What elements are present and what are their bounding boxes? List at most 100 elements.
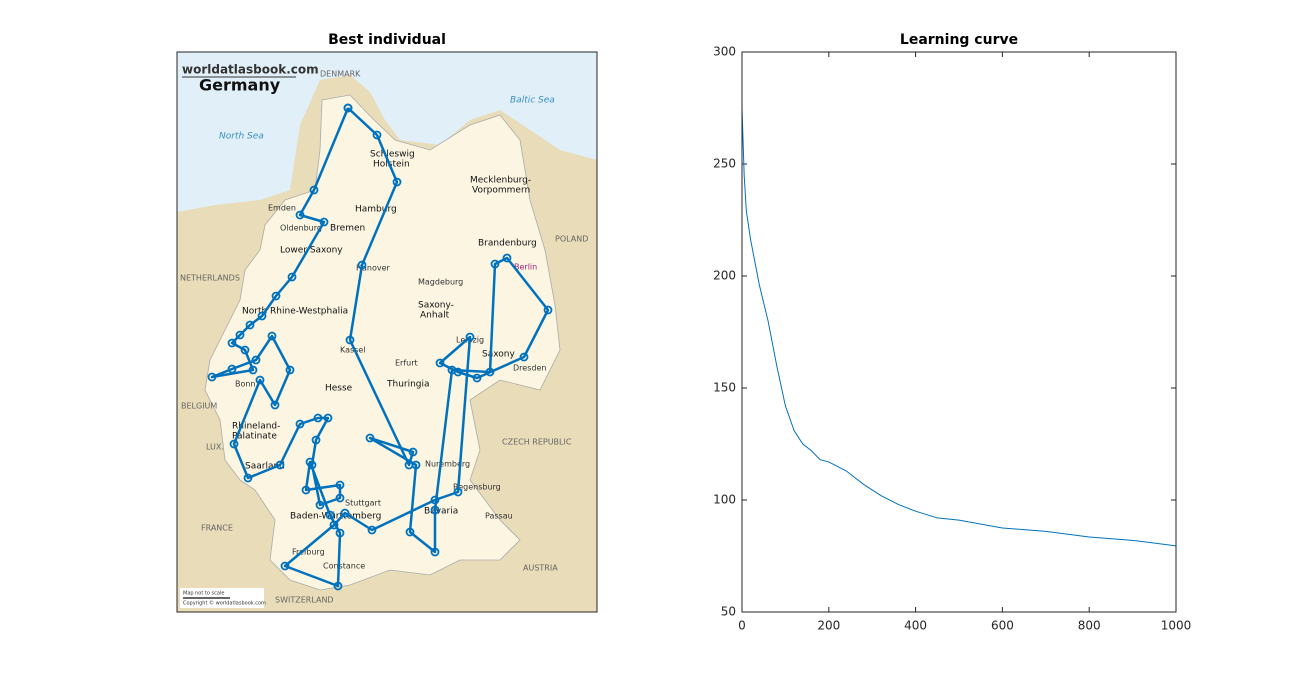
map-label: Germany	[199, 76, 281, 95]
map-label: worldatlasbook.com	[182, 63, 319, 77]
route-city	[367, 525, 377, 535]
route-city	[357, 260, 367, 270]
map-label: Holstein	[373, 160, 410, 170]
map-label: Stuttgart	[345, 499, 381, 508]
axes-background	[742, 52, 1176, 612]
route-city	[472, 373, 482, 383]
route-city	[270, 400, 280, 410]
map-label: Oldenburg	[280, 224, 322, 233]
route-city	[207, 372, 217, 382]
route-city	[309, 185, 319, 195]
route-city	[343, 103, 353, 113]
route-city	[323, 413, 333, 423]
route-city	[465, 332, 475, 342]
route-city	[502, 253, 512, 263]
route-city	[453, 487, 463, 497]
map-label: Palatinate	[232, 432, 277, 442]
route-city	[447, 365, 457, 375]
map-label: Mecklenburg-	[470, 176, 531, 186]
map-label: Berlin	[514, 263, 537, 272]
route-city	[519, 352, 529, 362]
map-label: Saxony-	[418, 301, 454, 311]
route-city	[285, 365, 295, 375]
chart-title: Learning curve	[900, 32, 1018, 48]
route-city	[235, 330, 245, 340]
x-tick-label: 400	[904, 619, 927, 633]
route-city	[251, 355, 261, 365]
map-label: Dresden	[513, 364, 546, 373]
map-label: FRANCE	[201, 524, 233, 533]
x-tick-label: 200	[817, 619, 840, 633]
route-city	[287, 272, 297, 282]
route-city	[325, 510, 335, 520]
map-label: Hesse	[325, 384, 353, 394]
map-label: Erfurt	[395, 359, 418, 368]
route-city	[430, 547, 440, 557]
route-city	[408, 447, 418, 457]
route-city	[275, 460, 285, 470]
route-city	[333, 581, 343, 591]
route-city	[435, 358, 445, 368]
map-label: Brandenburg	[478, 239, 537, 249]
y-tick-label: 100	[713, 493, 736, 507]
route-city	[430, 495, 440, 505]
route-city	[295, 210, 305, 220]
route-city	[543, 305, 553, 315]
map-label: Hamburg	[355, 205, 397, 215]
map-label: Baltic Sea	[510, 96, 555, 106]
map-label: LUX.	[206, 443, 224, 452]
map-label: Bremen	[330, 224, 365, 234]
x-tick-label: 800	[1078, 619, 1101, 633]
route-city	[404, 460, 414, 470]
map-label: POLAND	[555, 235, 588, 244]
map-label: DENMARK	[320, 70, 361, 79]
map-label: Regensburg	[453, 483, 501, 492]
map-label: Emden	[268, 204, 296, 213]
map-label: Schleswig	[370, 150, 415, 160]
map-label: Hanover	[356, 264, 391, 273]
route-city	[267, 331, 277, 341]
map-label: North Rhine-Westphalia	[242, 307, 348, 317]
x-tick-label: 0	[738, 619, 746, 633]
route-city	[227, 364, 237, 374]
route-city	[319, 217, 329, 227]
map-sea	[177, 52, 597, 212]
route-city	[240, 345, 250, 355]
chart-title: Best individual	[328, 32, 446, 48]
map-label: Copyright © worldatlasbook.com	[183, 600, 266, 607]
map-label: Bonn	[235, 380, 256, 389]
route-city	[257, 311, 267, 321]
route-city	[245, 320, 255, 330]
map-label: Vorpommern	[472, 186, 530, 196]
map-label: Nuremberg	[425, 460, 470, 469]
map-label: Baden-Württemberg	[290, 512, 381, 522]
y-tick-label: 200	[713, 269, 736, 283]
route-city	[490, 259, 500, 269]
x-tick-label: 600	[991, 619, 1014, 633]
map-label: Passau	[485, 512, 513, 521]
route-city	[345, 335, 355, 345]
route-city	[311, 435, 321, 445]
map-label: NETHERLANDS	[180, 274, 240, 283]
route-city	[248, 365, 258, 375]
route-city	[301, 485, 311, 495]
route-city	[335, 528, 345, 538]
route-city	[305, 457, 315, 467]
route-city	[255, 375, 265, 385]
route-city	[295, 419, 305, 429]
map-label: Saxony	[482, 350, 515, 360]
route-city	[243, 473, 253, 483]
y-tick-label: 300	[713, 45, 736, 59]
map-label: Anhalt	[420, 311, 450, 321]
route-city	[405, 527, 415, 537]
route-city	[229, 439, 239, 449]
map-label: Map not to scale	[183, 591, 224, 597]
route-city	[329, 520, 339, 530]
map-frame	[176, 51, 598, 613]
map-label: BELGIUM	[181, 402, 217, 411]
map-label: AUSTRIA	[523, 564, 558, 573]
x-tick-label: 1000	[1161, 619, 1192, 633]
route-city	[365, 433, 375, 443]
route-city	[392, 177, 402, 187]
